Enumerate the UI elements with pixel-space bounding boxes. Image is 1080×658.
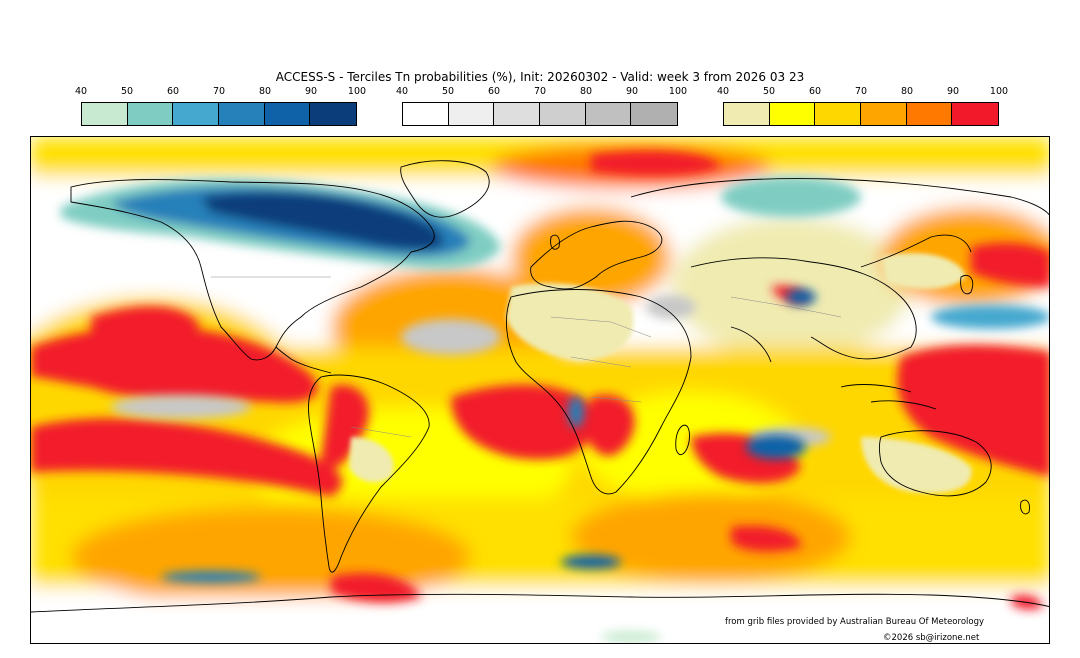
colorbar-swatch [127, 103, 174, 125]
colorbar-tick-label: 100 [989, 86, 1009, 97]
colorbar-tick-label: 100 [347, 86, 367, 97]
colorbar-swatch [173, 103, 220, 125]
colorbar-tick-label: 60 [487, 86, 501, 97]
colorbar-tick-label: 40 [716, 86, 730, 97]
colorbar-swatch [448, 103, 495, 125]
colorbar-swatch [82, 103, 128, 125]
colorbar-swatch [952, 103, 999, 125]
colorbar-tick-label: 70 [212, 86, 226, 97]
colorbar-swatch [631, 103, 678, 125]
map-title: ACCESS-S - Terciles Tn probabilities (%)… [275, 70, 805, 84]
colorbar-tick-label: 40 [74, 86, 88, 97]
colorbar-swatch [310, 103, 357, 125]
colorbar-swatch [219, 103, 265, 125]
colorbar-tick-label: 90 [304, 86, 318, 97]
colorbar-swatch [861, 103, 907, 125]
colorbar-swatch [769, 103, 816, 125]
colorbar-ticks: 40 50 60 70 80 90 100 [396, 86, 687, 100]
colorbar-tick-label: 60 [166, 86, 180, 97]
colorbar-below-normal: 40 50 60 70 80 90 100 [75, 86, 366, 128]
coastlines [31, 160, 1049, 613]
colorbar-tick-label: 100 [668, 86, 688, 97]
below-normal-areas [61, 177, 1049, 643]
colorbar-tick-label: 50 [441, 86, 455, 97]
colorbar-above-normal: 40 50 60 70 80 90 100 [717, 86, 1008, 128]
colorbar-swatch [815, 103, 862, 125]
world-probability-map [30, 136, 1050, 644]
colorbar-near-normal: 40 50 60 70 80 90 100 [396, 86, 687, 128]
colorbar-boxes [81, 102, 357, 126]
colorbar-tick-label: 40 [395, 86, 409, 97]
colorbar-tick-label: 70 [854, 86, 868, 97]
colorbar-swatch [585, 103, 632, 125]
colorbar-swatch [264, 103, 311, 125]
colorbar-tick-label: 80 [258, 86, 272, 97]
colorbar-ticks: 40 50 60 70 80 90 100 [717, 86, 1008, 100]
copyright-credit: ©2026 sb@irizone.net [883, 633, 980, 643]
colorbar-tick-label: 90 [625, 86, 639, 97]
colorbar-swatch [906, 103, 953, 125]
colorbar-boxes [402, 102, 678, 126]
data-source-credit: from grib files provided by Australian B… [725, 617, 985, 627]
map-canvas [31, 137, 1049, 643]
near-normal-areas [111, 295, 831, 447]
country-borders [211, 276, 842, 438]
colorbar-tick-label: 90 [946, 86, 960, 97]
colorbar-swatch [403, 103, 449, 125]
colorbar-tick-label: 50 [762, 86, 776, 97]
colorbar-swatch [724, 103, 770, 125]
colorbar-tick-label: 80 [579, 86, 593, 97]
colorbar-tick-label: 80 [900, 86, 914, 97]
colorbar-ticks: 40 50 60 70 80 90 100 [75, 86, 366, 100]
colorbar-tick-label: 60 [808, 86, 822, 97]
colorbar-tick-label: 70 [533, 86, 547, 97]
above-normal-high-areas [31, 151, 1049, 610]
colorbar-tick-label: 50 [120, 86, 134, 97]
colorbar-boxes [723, 102, 999, 126]
colorbar-swatch [540, 103, 586, 125]
pale-land-areas [349, 253, 972, 494]
colorbar-swatch [494, 103, 541, 125]
